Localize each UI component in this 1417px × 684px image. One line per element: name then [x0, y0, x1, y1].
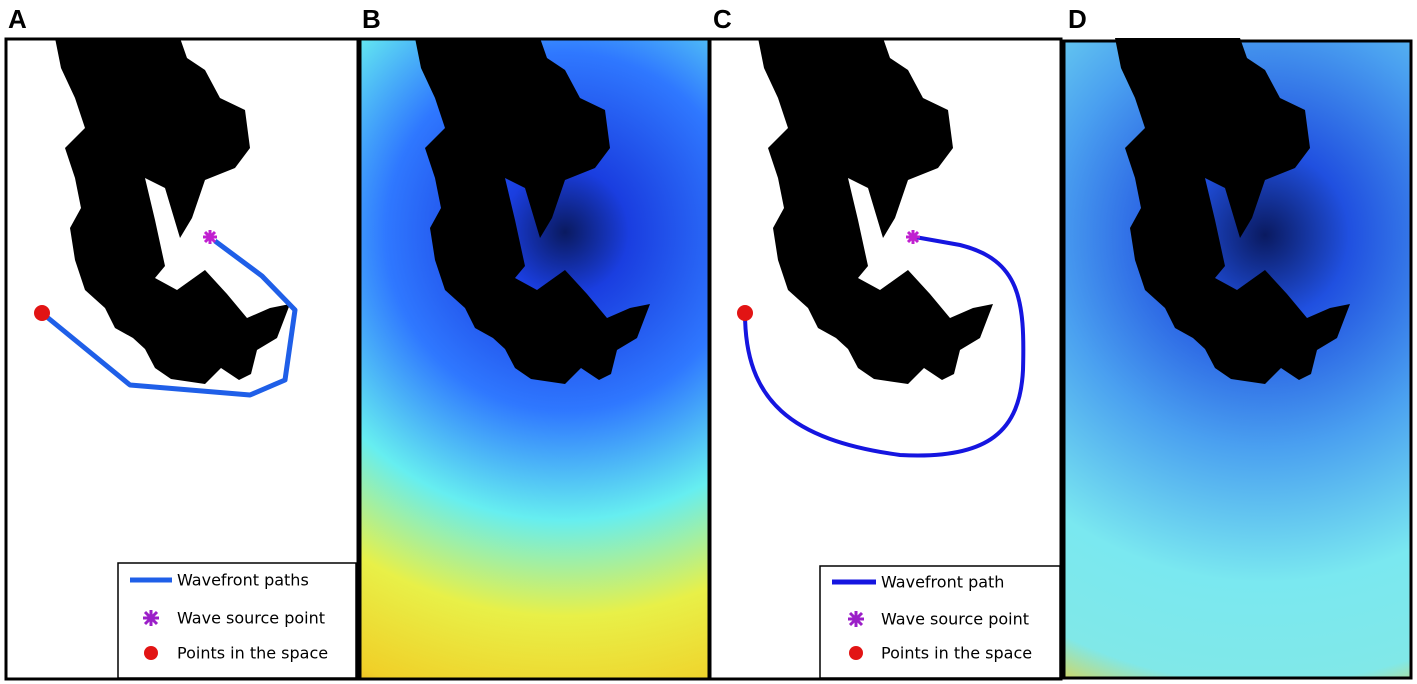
legend-star — [143, 610, 159, 626]
legend-label: Wavefront paths — [177, 571, 309, 590]
legend-dot — [144, 646, 158, 660]
legend-dot — [849, 646, 863, 660]
legend-label: Points in the space — [881, 644, 1032, 663]
panel-label: C — [713, 4, 732, 34]
legend-label: Wave source point — [177, 609, 325, 628]
source-point — [203, 230, 217, 244]
panel-label: D — [1068, 4, 1087, 34]
space-point — [34, 305, 50, 321]
panel-label: B — [362, 4, 381, 34]
source-point — [906, 230, 920, 244]
wavefront-path — [40, 238, 298, 398]
legend-star — [848, 611, 864, 627]
wavefront-path — [743, 235, 1026, 458]
space-point — [737, 305, 753, 321]
legend — [117, 562, 357, 679]
panel-label: A — [8, 4, 27, 34]
legend-label: Points in the space — [177, 644, 328, 663]
legend-label: Wave source point — [881, 610, 1029, 629]
legend-label: Wavefront path — [881, 573, 1004, 592]
